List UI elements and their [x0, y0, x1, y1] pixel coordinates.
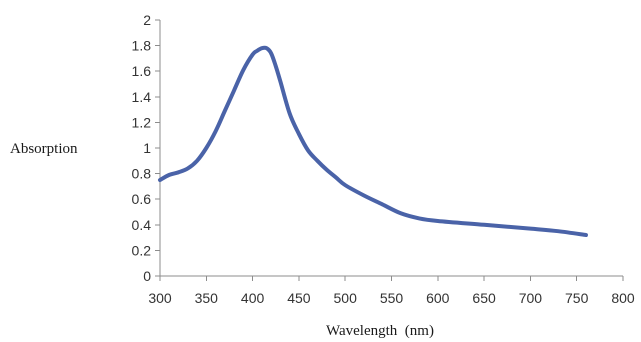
y-tick-label: 0 — [143, 268, 151, 284]
y-tick-label: 2 — [143, 12, 151, 28]
absorption-series-line — [158, 45, 588, 238]
y-tick-label: 1.8 — [132, 38, 152, 54]
x-tick-label: 300 — [148, 290, 172, 306]
x-tick-label: 500 — [334, 290, 358, 306]
x-tick-label: 750 — [565, 290, 589, 306]
x-tick-label: 400 — [241, 290, 265, 306]
y-tick-label: 0.8 — [132, 166, 152, 182]
x-axis-ticks: 300 350 400 450 500 550 600 650 700 750 800 — [148, 276, 635, 306]
y-axis-title: Absorption — [10, 141, 78, 157]
y-tick-label: 1 — [143, 140, 151, 156]
y-tick-label: 0.6 — [132, 191, 152, 207]
x-axis-title: Wavelength (nm) — [326, 323, 434, 339]
series-layer — [158, 45, 588, 238]
x-tick-label: 350 — [195, 290, 219, 306]
x-tick-label: 650 — [472, 290, 496, 306]
x-tick-label: 600 — [426, 290, 450, 306]
y-tick-label: 1.6 — [132, 63, 152, 79]
x-tick-label: 800 — [611, 290, 635, 306]
y-axis-ticks: 0 0.2 0.4 0.6 0.8 1 1.2 1.4 1.6 1.8 2 — [132, 12, 160, 284]
y-tick-label: 1.2 — [132, 114, 152, 130]
x-tick-label: 550 — [380, 290, 404, 306]
x-tick-label: 700 — [519, 290, 543, 306]
y-tick-label: 1.4 — [132, 89, 152, 105]
y-tick-label: 0.4 — [132, 217, 152, 233]
x-tick-label: 450 — [287, 290, 311, 306]
y-tick-label: 0.2 — [132, 242, 152, 258]
